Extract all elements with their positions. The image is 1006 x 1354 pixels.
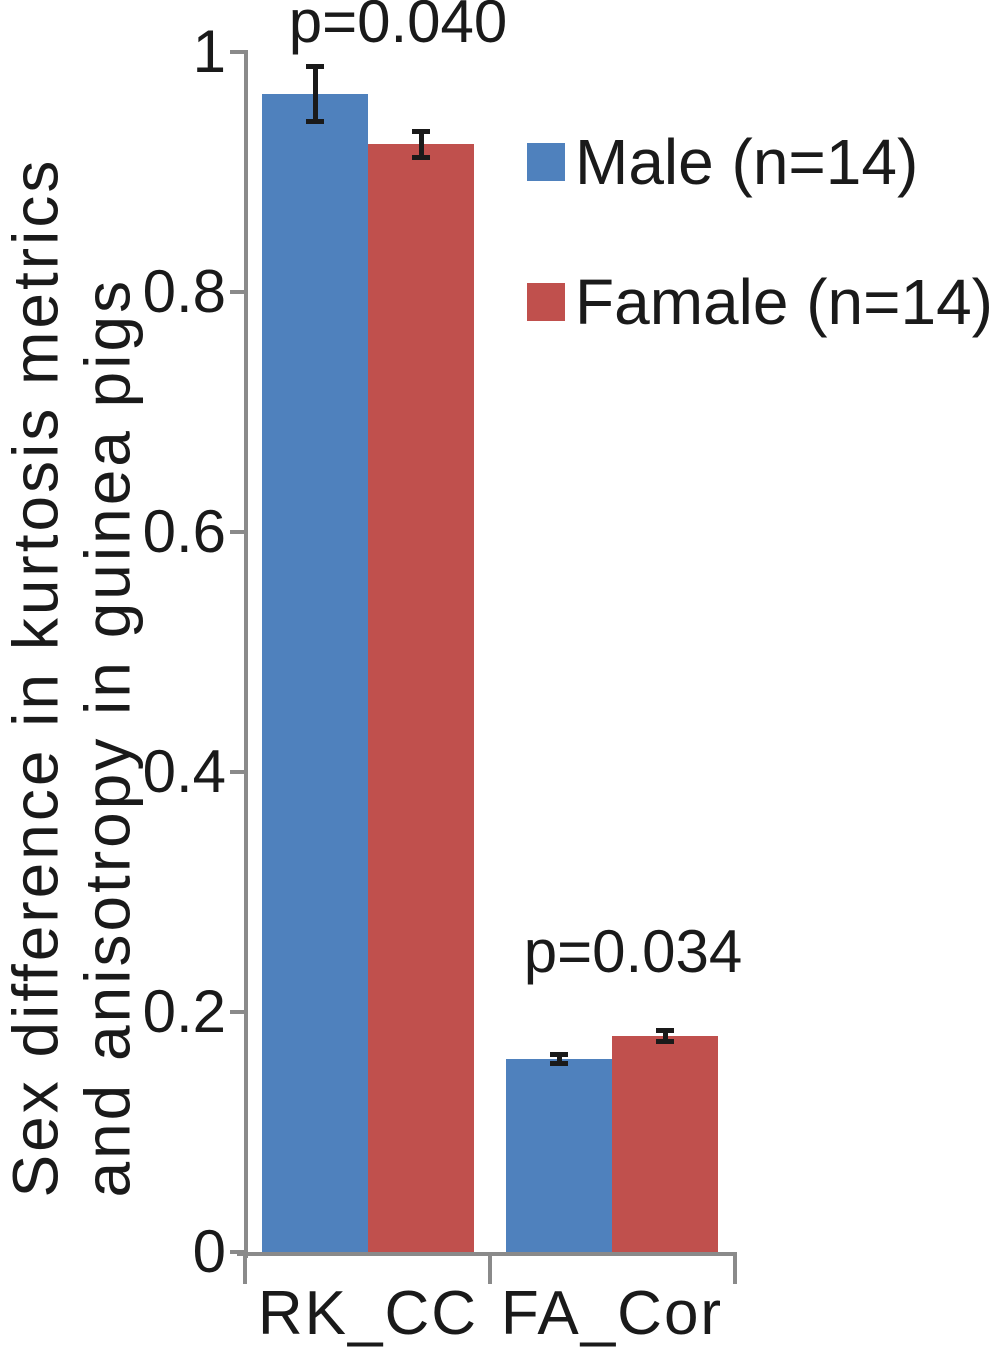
bar-female-rk_cc — [368, 144, 474, 1254]
error-bar-line — [556, 1054, 562, 1064]
y-tick — [230, 530, 244, 534]
x-category-label: FA_Cor — [500, 1279, 724, 1348]
y-tick — [230, 1010, 244, 1014]
y-tick-label: 0.6 — [142, 498, 226, 565]
y-tick-label: 0.4 — [142, 738, 226, 805]
y-tick-label: 0.2 — [142, 978, 226, 1045]
y-axis-title-line-1: Sex difference in kurtosis metrics — [0, 157, 72, 1198]
legend-swatch-male — [527, 143, 565, 181]
legend-label-male: Male (n=14) — [575, 126, 919, 198]
y-tick-label: 1 — [192, 18, 226, 85]
y-tick-label: 0 — [192, 1218, 226, 1285]
bar-male-rk_cc — [262, 94, 368, 1254]
bar-male-fa_cor — [506, 1058, 612, 1254]
y-axis-line — [244, 50, 248, 1258]
y-tick-label: 0.8 — [142, 258, 226, 325]
x-tick — [733, 1252, 737, 1284]
error-bar-cap — [550, 1052, 568, 1057]
legend-item-female: Famale (n=14) — [527, 270, 993, 334]
legend-swatch-female — [527, 283, 565, 321]
error-bar-line — [312, 66, 318, 122]
error-bar-cap — [412, 129, 430, 135]
y-tick — [230, 50, 244, 54]
y-tick — [230, 770, 244, 774]
error-bar-cap — [306, 64, 324, 70]
error-bar-cap — [656, 1039, 674, 1044]
y-axis-title-line-2: and anisotropy in guinea pigs — [71, 277, 144, 1198]
error-bar-cap — [656, 1028, 674, 1033]
y-axis-title: Sex difference in kurtosis metrics and a… — [0, 98, 145, 1198]
error-bar-cap — [550, 1060, 568, 1066]
error-bar-line — [418, 131, 424, 158]
p-value-label: p=0.034 — [523, 918, 743, 985]
x-tick — [488, 1252, 492, 1284]
bar-female-fa_cor — [612, 1036, 718, 1254]
error-bar-cap — [412, 154, 430, 160]
x-tick — [243, 1252, 247, 1284]
x-category-label: RK_CC — [257, 1279, 479, 1348]
legend-item-male: Male (n=14) — [527, 130, 993, 194]
error-bar-line — [662, 1030, 668, 1042]
p-value-label: p=0.040 — [288, 0, 508, 55]
legend: Male (n=14) Famale (n=14) — [527, 130, 993, 334]
y-tick — [230, 290, 244, 294]
x-axis-line — [237, 1252, 737, 1256]
error-bar-cap — [306, 118, 324, 124]
legend-label-female: Famale (n=14) — [575, 266, 993, 338]
